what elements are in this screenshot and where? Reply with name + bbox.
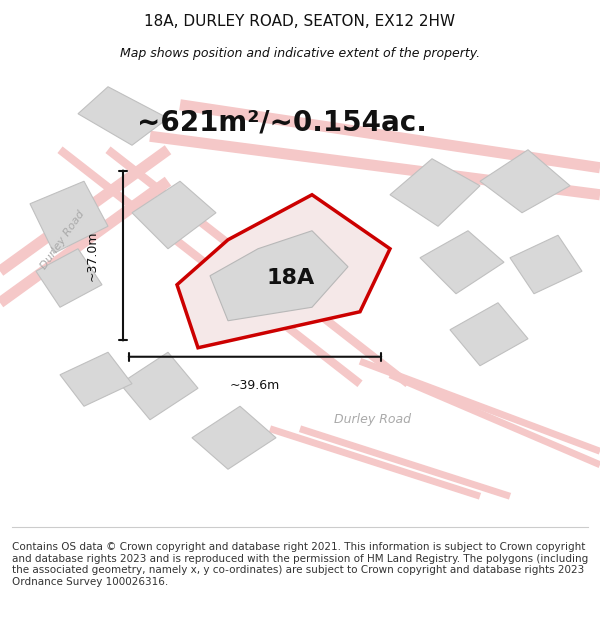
Polygon shape: [480, 150, 570, 213]
Polygon shape: [192, 406, 276, 469]
Text: 18A: 18A: [267, 268, 315, 288]
Text: ~621m²/~0.154ac.: ~621m²/~0.154ac.: [137, 109, 427, 137]
Polygon shape: [30, 181, 108, 253]
Text: Contains OS data © Crown copyright and database right 2021. This information is : Contains OS data © Crown copyright and d…: [12, 542, 588, 587]
Polygon shape: [420, 231, 504, 294]
Polygon shape: [36, 249, 102, 308]
Text: ~39.6m: ~39.6m: [230, 379, 280, 392]
Polygon shape: [60, 352, 132, 406]
Polygon shape: [390, 159, 480, 226]
Text: 18A, DURLEY ROAD, SEATON, EX12 2HW: 18A, DURLEY ROAD, SEATON, EX12 2HW: [145, 14, 455, 29]
Polygon shape: [510, 235, 582, 294]
Text: Durley Road: Durley Road: [334, 413, 410, 426]
Polygon shape: [78, 87, 168, 145]
Text: Map shows position and indicative extent of the property.: Map shows position and indicative extent…: [120, 48, 480, 61]
Text: Durley Road: Durley Road: [39, 209, 87, 271]
Polygon shape: [450, 302, 528, 366]
Polygon shape: [120, 352, 198, 420]
Polygon shape: [132, 181, 216, 249]
Text: ~37.0m: ~37.0m: [86, 230, 99, 281]
Polygon shape: [177, 195, 390, 348]
Polygon shape: [210, 231, 348, 321]
